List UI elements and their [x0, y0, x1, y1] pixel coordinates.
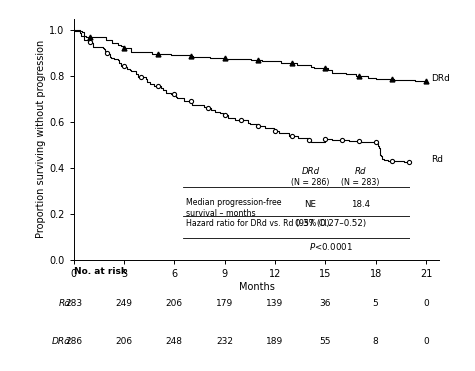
Text: 206: 206 [115, 337, 133, 347]
Text: 55: 55 [320, 337, 331, 347]
Text: 5: 5 [373, 299, 379, 308]
Text: 232: 232 [216, 337, 233, 347]
Text: 189: 189 [266, 337, 284, 347]
Text: 0: 0 [423, 337, 429, 347]
Text: 139: 139 [266, 299, 284, 308]
Text: 206: 206 [166, 299, 183, 308]
X-axis label: Months: Months [238, 282, 275, 292]
Text: 248: 248 [166, 337, 183, 347]
Text: 8: 8 [373, 337, 379, 347]
Text: No. at risk: No. at risk [74, 267, 126, 276]
Text: 36: 36 [320, 299, 331, 308]
Text: DRd: DRd [51, 337, 70, 347]
Text: 179: 179 [216, 299, 233, 308]
Text: DRd: DRd [431, 74, 450, 83]
Text: 249: 249 [115, 299, 133, 308]
Y-axis label: Proportion surviving without progression: Proportion surviving without progression [37, 40, 47, 238]
Text: 286: 286 [65, 337, 82, 347]
Text: Rd: Rd [431, 155, 443, 164]
Text: Rd: Rd [58, 299, 70, 308]
Text: 0: 0 [423, 299, 429, 308]
Text: 283: 283 [65, 299, 82, 308]
